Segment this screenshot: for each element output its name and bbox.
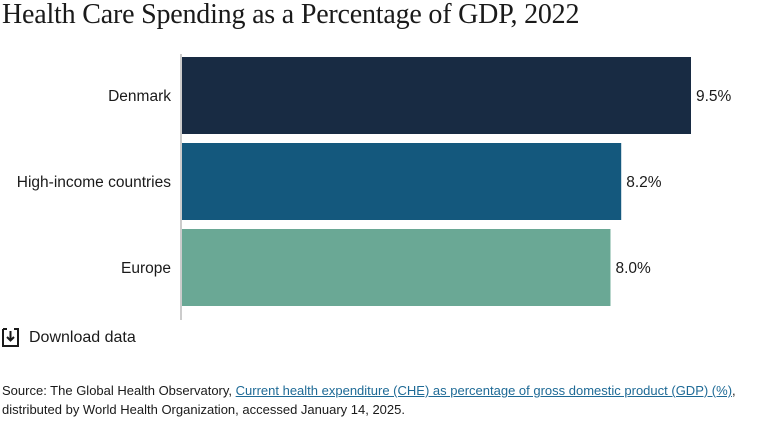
value-label: 8.2% bbox=[626, 174, 662, 191]
source-link[interactable]: Current health expenditure (CHE) as perc… bbox=[235, 383, 733, 398]
bar-denmark bbox=[182, 57, 691, 134]
source-suffix: , distributed by World Health Organizati… bbox=[2, 383, 736, 417]
category-label: High-income countries bbox=[17, 174, 171, 191]
download-data-button[interactable]: Download data bbox=[2, 328, 136, 347]
bar-europe bbox=[182, 229, 611, 306]
source-note: Source: The Global Health Observatory, C… bbox=[2, 381, 778, 419]
value-label: 9.5% bbox=[696, 88, 732, 105]
download-label: Download data bbox=[29, 328, 136, 346]
bar-high-income-countries bbox=[182, 143, 622, 220]
bar-chart: Denmark 9.5% High-income countries 8.2% Euro… bbox=[17, 54, 732, 320]
value-label: 8.0% bbox=[615, 260, 651, 277]
category-label: Denmark bbox=[108, 88, 171, 105]
download-icon bbox=[2, 328, 19, 347]
category-label: Europe bbox=[121, 260, 171, 277]
source-prefix: Source: The Global Health Observatory, bbox=[2, 383, 236, 398]
chart-title: Health Care Spending as a Percentage of … bbox=[2, 0, 580, 30]
